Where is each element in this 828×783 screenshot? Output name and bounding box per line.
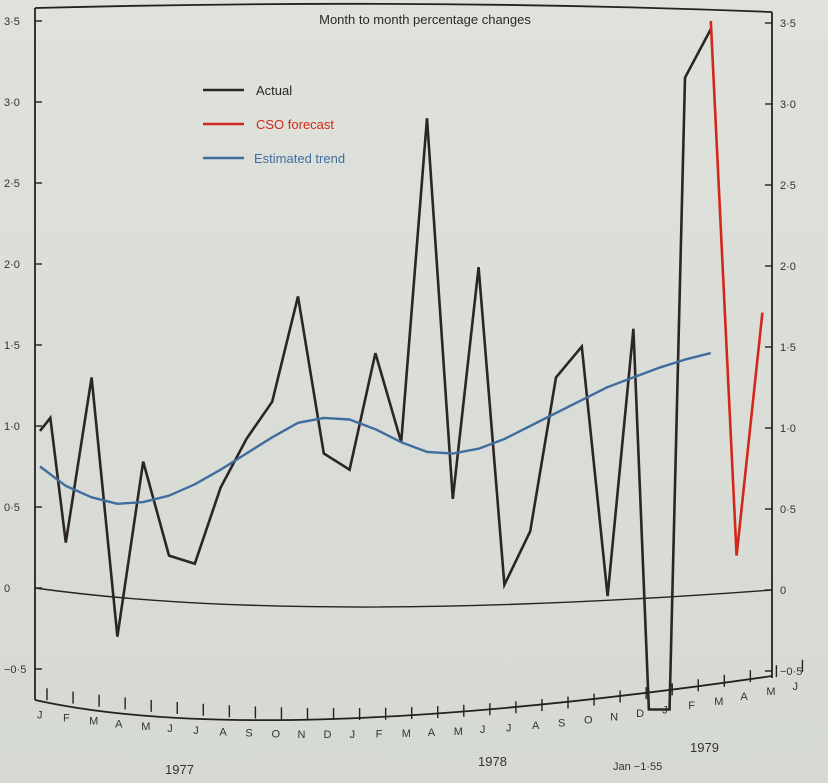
series-cso-forecast [709,20,764,556]
x-tick-label: J [37,709,43,721]
chart-series [38,20,764,711]
x-tick-label: S [558,718,565,730]
x-tick-label: M [766,686,775,698]
x-tick-label: J [167,723,173,735]
y-tick-label-left: 3·0 [4,97,20,109]
y-tick-label-right: 2·5 [780,180,796,192]
y-tick-label-left: 0 [4,583,10,595]
x-tick-label: F [63,713,70,725]
y-tick-label-left: 0·5 [4,502,20,514]
x-tick-label: D [324,729,332,741]
x-tick-label: J [506,722,512,734]
x-tick-label: A [740,691,748,703]
y-tick-label-right: 0·5 [780,504,796,516]
x-tick-label: A [219,726,227,738]
y-tick-label-left: −0·5 [4,664,26,676]
top-border [34,2,773,13]
y-tick-label-left: 1·5 [4,340,20,352]
x-tick-label: O [271,728,280,740]
x-tick-label: M [89,716,98,728]
x-tick-label: A [428,727,436,739]
legend-label: CSO forecast [256,117,334,132]
legend-label: Estimated trend [254,151,345,166]
y-axis-right-labels: 3·5 3·0 2·5 2·0 1·5 1·0 0·5 0 −0·5 [780,18,802,678]
x-tick-label: M [141,721,150,733]
chart-legend: Actual CSO forecast Estimated trend [203,83,345,166]
x-tick-label: N [610,712,618,724]
annotation-jan: Jan −1·55 [613,761,662,773]
chart-title: Month to month percentage changes [319,12,531,27]
y-tick-label-left: 2·5 [4,178,20,190]
x-tick-label: J [792,681,798,693]
y-tick-label-right: 3·0 [780,99,796,111]
y-tick-label-right: 1·5 [780,342,796,354]
x-tick-label: A [532,720,540,732]
x-tick-label: O [584,715,593,727]
x-tick-label: M [402,728,411,740]
x-year-label: 1979 [690,740,719,755]
x-year-label: 1978 [478,754,507,769]
y-tick-label-right: 1·0 [780,423,796,435]
y-axis-left-labels: 3·5 3·0 2·5 2·0 1·5 1·0 0·5 0 −0·5 [4,16,26,676]
x-tick-label: M [714,696,723,708]
y-tick-label-left: 3·5 [4,16,20,28]
y-tick-label-right: 2·0 [780,261,796,273]
x-tick-label: S [245,727,252,739]
x-axis [34,675,773,722]
x-tick-label: D [636,708,644,720]
x-tick-label: F [376,729,383,741]
y-tick-label-left: 2·0 [4,259,20,271]
y-tick-label-right: 0 [780,585,786,597]
x-axis-year-labels: 1977 1978 1979 [165,740,719,777]
y-tick-label-right: 3·5 [780,18,796,30]
x-tick-label: J [480,724,486,736]
legend-label: Actual [256,83,292,98]
x-tick-label: J [350,729,356,741]
x-tick-label: F [688,700,695,712]
x-tick-label: J [193,725,199,737]
x-year-label: 1977 [165,762,194,777]
x-tick-label: M [454,726,463,738]
x-tick-label: A [115,718,123,730]
y-tick-label-left: 1·0 [4,421,20,433]
x-tick-label: N [298,729,306,741]
chart-axes [34,2,804,722]
y-tick-label-right: −0·5 [780,666,802,678]
series-estimated-trend [39,351,712,505]
zero-line [34,587,773,608]
series-actual [38,28,712,711]
